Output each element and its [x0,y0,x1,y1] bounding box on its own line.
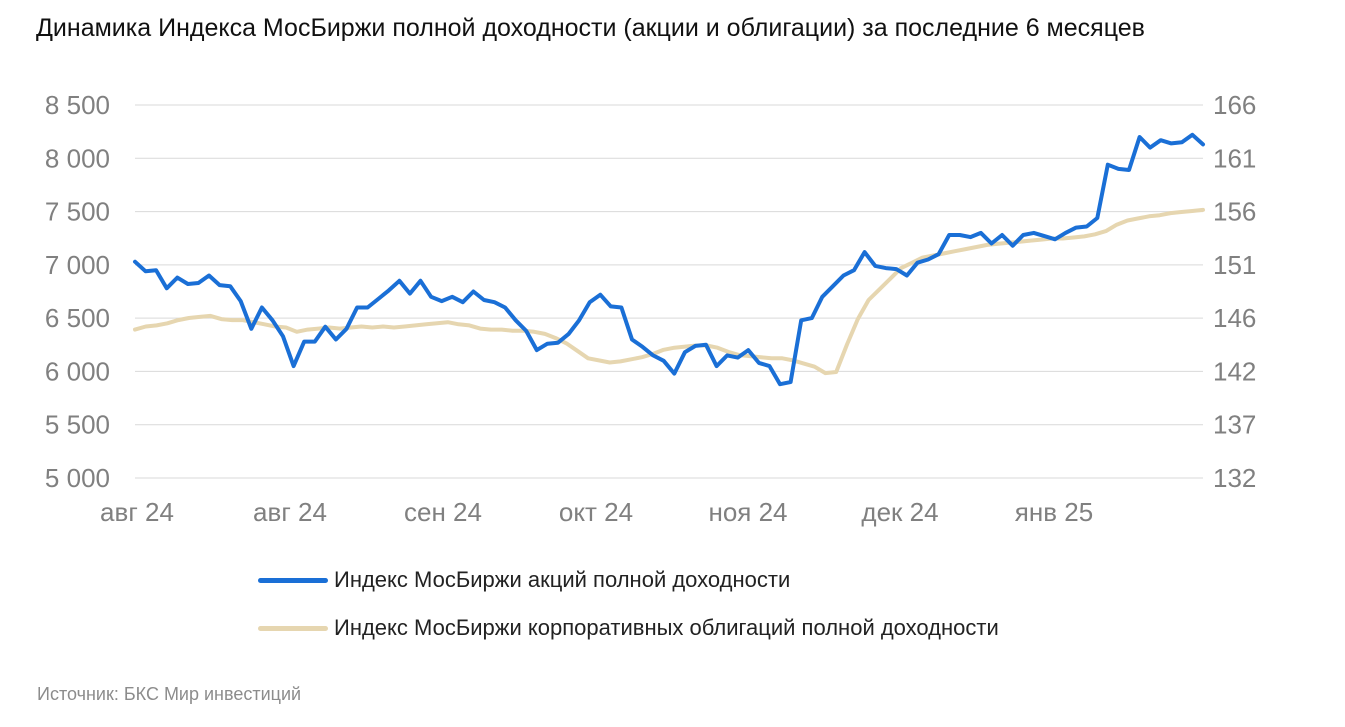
right-tick-label: 137 [1213,410,1256,440]
left-tick-label: 8 500 [45,90,110,120]
x-tick-label: авг 24 [253,497,327,527]
x-tick-label: ноя 24 [708,497,787,527]
source-note: Источник: БКС Мир инвестиций [37,684,302,704]
left-tick-label: 5 000 [45,463,110,493]
chart-title: Динамика Индекса МосБиржи полной доходно… [36,14,1145,42]
legend-label-bonds: Индекс МосБиржи корпоративных облигаций … [334,615,999,640]
chart-area: 8 500 8 000 7 500 7 000 6 500 6 000 5 500 5 000… [45,90,1256,527]
right-tick-label: 166 [1213,90,1256,120]
left-axis-ticks: 8 500 8 000 7 500 7 000 6 500 6 000 5 500 5 000 [45,90,110,493]
legend-item-stocks: Индекс МосБиржи акций полной доходности [258,556,999,604]
left-tick-label: 6 500 [45,303,110,333]
left-tick-label: 7 000 [45,250,110,280]
x-tick-label: сен 24 [404,497,482,527]
legend-label-stocks: Индекс МосБиржи акций полной доходности [334,567,791,592]
left-tick-label: 6 000 [45,356,110,386]
series-line-bonds [133,207,1205,376]
right-tick-label: 146 [1213,303,1256,333]
right-tick-label: 161 [1213,143,1256,173]
x-tick-label: окт 24 [559,497,633,527]
gridlines [135,104,1203,479]
series-line-stocks [133,132,1205,387]
legend: Индекс МосБиржи акций полной доходности … [258,556,999,652]
left-tick-label: 5 500 [45,410,110,440]
series-lines [133,132,1205,387]
x-tick-label: янв 25 [1015,497,1093,527]
left-tick-label: 8 000 [45,143,110,173]
legend-item-bonds: Индекс МосБиржи корпоративных облигаций … [258,604,999,652]
right-tick-label: 132 [1213,463,1256,493]
right-tick-label: 156 [1213,197,1256,227]
legend-swatch-stocks [258,577,328,583]
x-tick-label: авг 24 [100,497,174,527]
right-axis-ticks: 166 161 156 151 146 142 137 132 [1213,90,1256,493]
x-tick-label: дек 24 [861,497,938,527]
legend-swatch-bonds [258,625,328,631]
right-tick-label: 151 [1213,250,1256,280]
left-tick-label: 7 500 [45,197,110,227]
right-tick-label: 142 [1213,356,1256,386]
x-axis-ticks: авг 24 авг 24 сен 24 окт 24 ноя 24 дек 24 янв … [100,497,1093,527]
